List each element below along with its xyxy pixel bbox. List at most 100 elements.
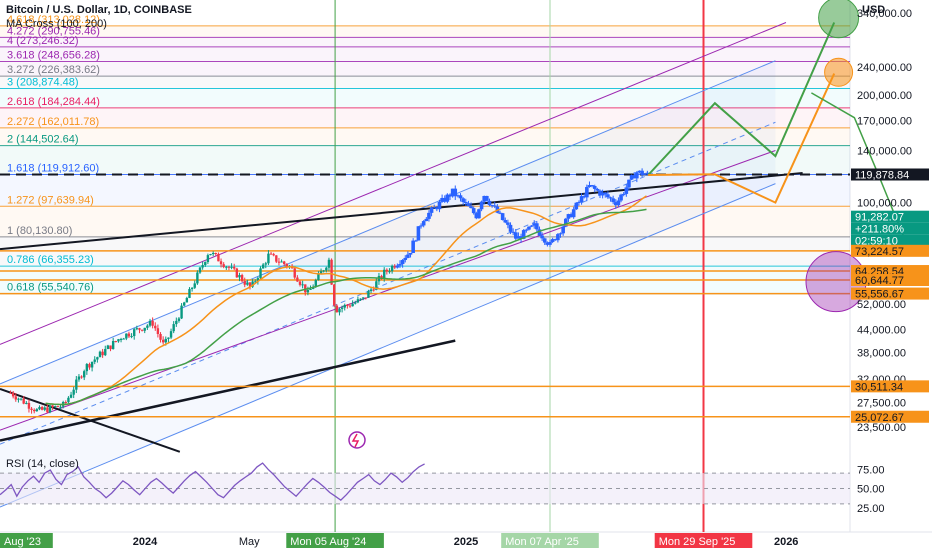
candle-body: [277, 261, 281, 263]
price-axis-label: 38,000.00: [857, 347, 906, 359]
candle-body: [456, 195, 460, 197]
candle-body: [122, 338, 125, 340]
candle-body: [335, 305, 339, 313]
price-tag-bg: [851, 222, 929, 235]
candle-body: [569, 214, 573, 218]
descending-trendline: [0, 388, 181, 453]
support-trendline: [0, 339, 456, 442]
time-axis-marker-text: Mon 05 Aug '24: [290, 536, 366, 548]
candle-body: [416, 226, 421, 241]
candle-body: [519, 236, 523, 239]
candle-body: [164, 338, 167, 343]
candle-body: [169, 331, 173, 338]
candle-body: [193, 283, 196, 288]
fib-level-label: 4.272 (290,755.46): [7, 25, 100, 37]
fib-level-label: 3 (208,874.48): [7, 77, 79, 89]
candle-body: [296, 277, 299, 282]
candle-body: [585, 187, 589, 198]
candle-body: [577, 201, 581, 203]
candle-body: [437, 201, 442, 210]
candle-body: [550, 239, 555, 242]
candle-body: [130, 336, 133, 338]
candle-body: [264, 263, 267, 265]
candle-body: [466, 203, 471, 207]
candle-body: [582, 196, 587, 198]
candle-body: [579, 196, 584, 202]
time-axis-marker-bg: [501, 533, 599, 548]
candle-body: [204, 262, 207, 266]
candle-body: [209, 254, 212, 256]
ma-cross-indicator-label[interactable]: MA Cross (100, 200): [6, 18, 107, 30]
fib-band: [0, 61, 850, 77]
candle-body: [566, 214, 571, 219]
candle-body: [46, 407, 49, 413]
orange-target-circle: [824, 57, 854, 87]
candle-body: [403, 257, 408, 260]
fib-level-label: 1.272 (97,639.94): [7, 194, 94, 206]
price-tag-text: 30,511.34: [855, 381, 903, 393]
candle-body: [477, 209, 481, 219]
candle-body: [67, 397, 70, 403]
candle-body: [537, 229, 542, 236]
fib-level-label: 1 (80,130.80): [7, 225, 72, 237]
candle-body: [40, 407, 44, 410]
candle-body: [259, 268, 262, 279]
green-target-circle: [818, 0, 860, 39]
candle-body: [188, 289, 191, 298]
candle-body: [645, 172, 650, 175]
candle-body: [354, 302, 357, 304]
candle-body: [304, 284, 307, 293]
candle-body: [435, 207, 439, 210]
candle-body: [398, 264, 402, 266]
candle-body: [167, 337, 170, 339]
rsi-indicator-label[interactable]: RSI (14, close): [6, 458, 79, 470]
candle-body: [595, 188, 600, 191]
green-projection-path: [647, 22, 836, 176]
candle-body: [43, 407, 46, 410]
candle-body: [114, 341, 117, 343]
price-axis-label: 27,500.00: [857, 397, 906, 409]
candle-body: [214, 253, 217, 255]
candle-body: [201, 265, 204, 268]
candle-body: [542, 238, 547, 243]
symbol-title[interactable]: Bitcoin / U.S. Dollar, 1D, COINBASE: [6, 4, 192, 16]
candle-body: [140, 329, 144, 331]
price-axis-label: 340,000.00: [857, 8, 912, 20]
candle-body: [256, 278, 260, 282]
candle-body: [240, 275, 244, 282]
candle-body: [611, 198, 615, 203]
candle-body: [267, 253, 270, 264]
price-tag-text: 60,644.77: [855, 275, 904, 287]
candle-body: [453, 188, 458, 197]
candle-body: [14, 396, 17, 400]
candle-body: [254, 281, 257, 283]
price-axis-label: 52,000.00: [857, 299, 906, 311]
candle-body: [22, 398, 25, 404]
candle-body: [395, 265, 400, 268]
candle-body: [301, 284, 304, 286]
candle-body: [485, 195, 489, 201]
candle-body: [527, 226, 531, 230]
candle-body: [272, 254, 275, 256]
price-tag-text: +211.80%: [855, 224, 904, 236]
candle-body: [319, 271, 323, 274]
candle-body: [119, 338, 123, 340]
outer-trend-line-upper: [0, 22, 787, 345]
price-tag-bg: [851, 244, 929, 257]
price-axis-label: 240,000.00: [857, 62, 912, 74]
candle-body: [624, 187, 629, 194]
candle-body: [133, 329, 136, 337]
candle-body: [180, 305, 183, 319]
candle-body: [506, 222, 510, 225]
price-axis-label: 200,000.00: [857, 90, 912, 102]
channel-upper-line: [0, 60, 776, 385]
candle-body: [280, 261, 283, 263]
candle-body: [111, 341, 115, 350]
candle-body: [51, 405, 54, 408]
candle-body: [35, 409, 39, 412]
candle-body: [283, 261, 286, 265]
candle-body: [640, 170, 644, 176]
candle-body: [11, 392, 15, 397]
candle-body: [556, 234, 560, 241]
